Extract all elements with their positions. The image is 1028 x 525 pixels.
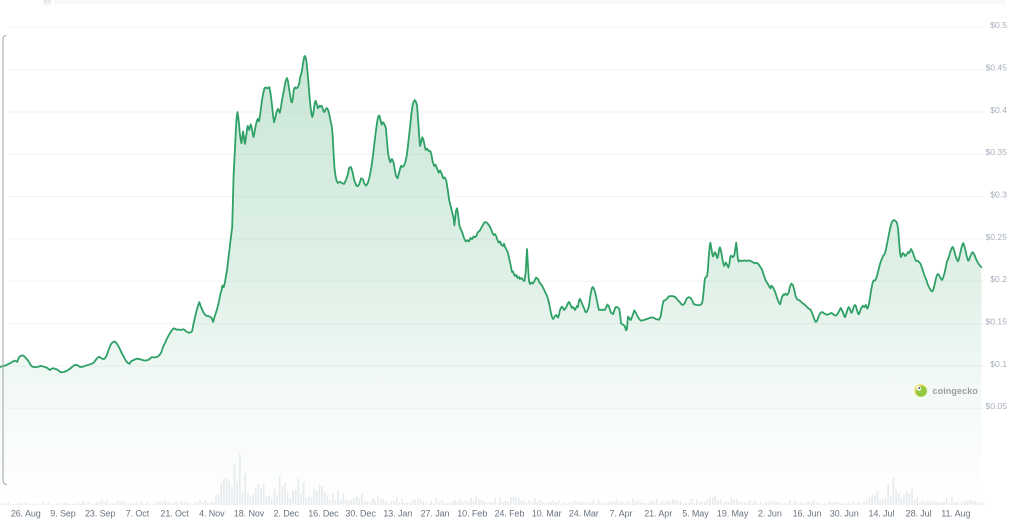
svg-text:18. Nov: 18. Nov <box>234 509 265 519</box>
svg-text:21. Apr: 21. Apr <box>644 509 672 519</box>
svg-text:11. Aug: 11. Aug <box>941 509 970 519</box>
svg-text:10. Mar: 10. Mar <box>532 509 562 519</box>
svg-text:26. Aug: 26. Aug <box>11 509 41 519</box>
svg-text:$0.45: $0.45 <box>985 63 1007 73</box>
svg-text:2. Jun: 2. Jun <box>758 509 782 519</box>
svg-text:5. May: 5. May <box>682 509 709 519</box>
svg-text:7. Oct: 7. Oct <box>126 509 150 519</box>
svg-text:9. Sep: 9. Sep <box>50 509 76 519</box>
svg-text:30. Jun: 30. Jun <box>830 509 859 519</box>
svg-text:$0.5: $0.5 <box>990 20 1007 30</box>
svg-text:23. Sep: 23. Sep <box>85 509 115 519</box>
svg-text:4. Nov: 4. Nov <box>199 509 225 519</box>
svg-text:24. Feb: 24. Feb <box>494 509 524 519</box>
svg-text:10. Feb: 10. Feb <box>457 509 487 519</box>
svg-text:$0.35: $0.35 <box>985 147 1007 157</box>
svg-text:$0.4: $0.4 <box>990 105 1007 115</box>
svg-text:7. Apr: 7. Apr <box>610 509 633 519</box>
svg-text:30. Dec: 30. Dec <box>345 509 376 519</box>
svg-text:24. Mar: 24. Mar <box>569 509 599 519</box>
svg-text:28. Jul: 28. Jul <box>906 509 932 519</box>
svg-text:$0.25: $0.25 <box>985 232 1007 242</box>
svg-text:$0.05: $0.05 <box>985 401 1007 411</box>
svg-text:13. Jan: 13. Jan <box>383 509 412 519</box>
svg-text:$0.2: $0.2 <box>990 274 1007 284</box>
svg-text:16. Dec: 16. Dec <box>308 509 339 519</box>
svg-text:21. Oct: 21. Oct <box>160 509 189 519</box>
svg-text:$0.1: $0.1 <box>990 359 1007 369</box>
svg-text:coingecko: coingecko <box>933 386 979 396</box>
svg-text:27. Jan: 27. Jan <box>421 509 450 519</box>
svg-text:14. Jul: 14. Jul <box>868 509 894 519</box>
svg-text:$0.3: $0.3 <box>990 190 1007 200</box>
svg-text:19. May: 19. May <box>717 509 749 519</box>
svg-text:16. Jun: 16. Jun <box>793 509 822 519</box>
svg-text:2. Dec: 2. Dec <box>273 509 299 519</box>
svg-text:$0.15: $0.15 <box>985 317 1007 327</box>
